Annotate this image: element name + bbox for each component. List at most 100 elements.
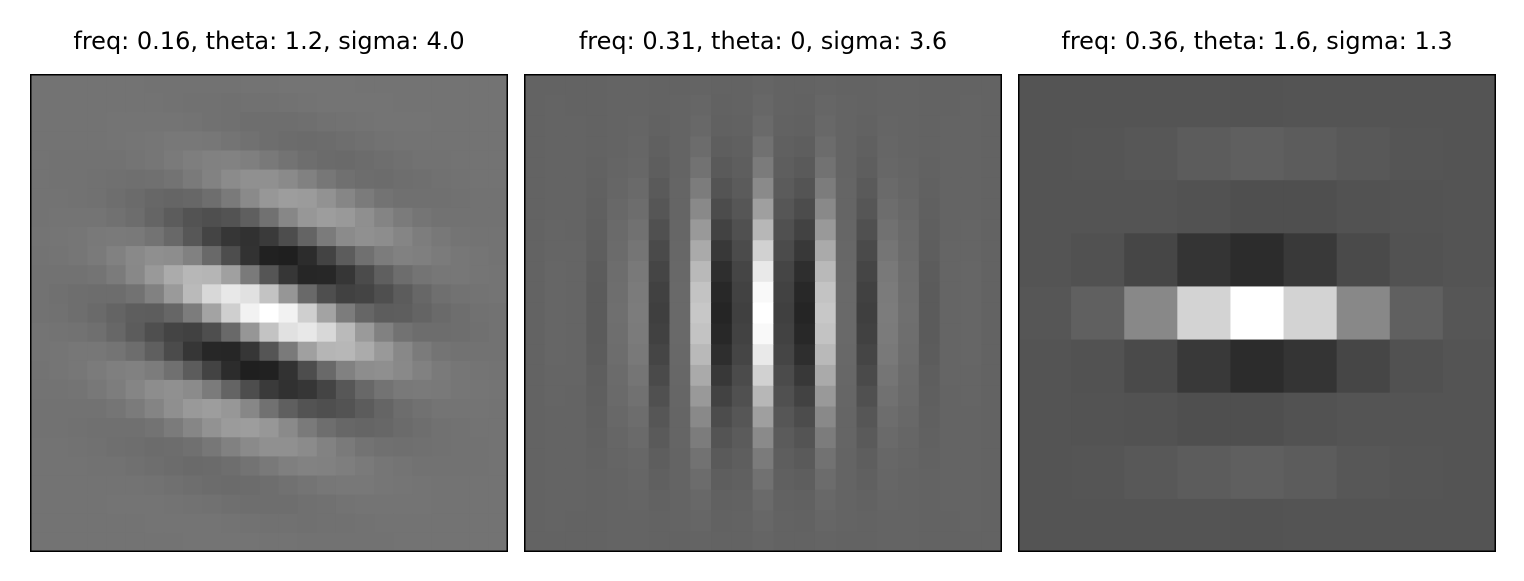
heatmap-cell — [1389, 74, 1444, 128]
heatmap-cell — [488, 112, 508, 132]
heatmap-cell — [918, 344, 941, 366]
heatmap-cell — [856, 115, 878, 137]
heatmap-cell — [1283, 498, 1338, 552]
heatmap-cell — [1177, 74, 1232, 128]
heatmap-cell — [488, 399, 508, 419]
heatmap-cell — [856, 406, 878, 428]
heatmap-cell — [627, 406, 650, 428]
heatmap-cell — [431, 532, 452, 552]
heatmap-cell — [374, 207, 394, 228]
heatmap-cell — [125, 437, 146, 458]
heatmap-cell — [412, 494, 433, 515]
plot-frame — [1018, 74, 1496, 552]
heatmap-cell — [711, 323, 733, 345]
heatmap-cell — [544, 302, 567, 324]
heatmap-cell — [374, 360, 394, 381]
heatmap-cell — [773, 94, 795, 117]
heatmap-cell — [1442, 286, 1496, 341]
heatmap-cell — [607, 468, 629, 491]
heatmap-cell — [690, 281, 712, 304]
heatmap-cell — [412, 513, 433, 534]
heatmap-cell — [163, 112, 184, 132]
heatmap-cell — [960, 406, 982, 428]
heatmap-cell — [607, 510, 629, 532]
heatmap-cell — [144, 150, 165, 171]
heatmap-cell — [68, 265, 88, 285]
heatmap-cell — [431, 93, 452, 113]
heatmap-cell — [607, 323, 629, 345]
heatmap-cell — [939, 94, 962, 117]
heatmap-cell — [393, 131, 414, 152]
heatmap-cell — [144, 456, 165, 477]
heatmap-cell — [981, 198, 1002, 221]
heatmap-cell — [374, 265, 394, 285]
heatmap-cell — [182, 513, 203, 534]
heatmap-cell — [469, 74, 490, 94]
heatmap-cell — [393, 322, 414, 343]
heatmap-cell — [355, 246, 375, 266]
heatmap-cell — [835, 364, 858, 387]
heatmap-cell — [773, 323, 795, 345]
heatmap-cell — [144, 112, 165, 132]
heatmap-cell — [981, 344, 1002, 366]
heatmap-cell — [586, 489, 608, 512]
heatmap-cell — [627, 468, 650, 491]
heatmap-cell — [856, 240, 878, 262]
heatmap-cell — [202, 246, 222, 266]
heatmap-cell — [877, 448, 899, 470]
heatmap-cell — [773, 364, 795, 387]
heatmap-cell — [586, 157, 608, 179]
heatmap-cell — [939, 281, 962, 304]
heatmap-cell — [814, 240, 837, 262]
heatmap-cell — [431, 322, 452, 343]
heatmap-cell — [607, 427, 629, 449]
heatmap-cell — [794, 302, 816, 324]
heatmap-cell — [960, 281, 982, 304]
heatmap-cell — [835, 198, 858, 221]
heatmap-cell — [627, 344, 650, 366]
heatmap-cell — [960, 136, 982, 158]
heatmap-cell — [918, 302, 941, 324]
heatmap-cell — [240, 379, 261, 400]
heatmap-cell — [586, 240, 608, 262]
heatmap-cell — [524, 468, 546, 491]
heatmap-cell — [488, 169, 508, 190]
heatmap-cell — [259, 93, 280, 113]
heatmap-cell — [278, 360, 299, 381]
heatmap-cell — [524, 240, 546, 262]
heatmap-cell — [877, 281, 899, 304]
heatmap-cell — [87, 513, 108, 534]
heatmap-cell — [163, 437, 184, 458]
heatmap-cell — [565, 448, 587, 470]
heatmap-cell — [856, 74, 878, 96]
heatmap-cell — [877, 385, 899, 408]
heatmap-cell — [469, 246, 490, 266]
heatmap-cell — [565, 531, 587, 552]
heatmap-cell — [586, 136, 608, 158]
heatmap-cell — [835, 74, 858, 96]
heatmap-cell — [981, 219, 1002, 241]
heatmap-cell — [960, 74, 982, 96]
heatmap-cell — [877, 115, 899, 137]
heatmap-cell — [814, 510, 837, 532]
heatmap-cell — [669, 240, 691, 262]
heatmap-cell — [524, 281, 546, 304]
heatmap-cell — [450, 532, 471, 552]
heatmap-cell — [163, 418, 184, 438]
heatmap-cell — [30, 341, 50, 362]
heatmap-cell — [259, 303, 280, 324]
heatmap-cell — [524, 364, 546, 387]
heatmap-cell — [297, 494, 318, 515]
heatmap-cell — [524, 344, 546, 366]
heatmap-cell — [648, 510, 671, 532]
heatmap-cell — [106, 93, 127, 113]
heatmap-cell — [607, 219, 629, 241]
heatmap-cell — [144, 265, 165, 285]
heatmap-cell — [30, 169, 50, 190]
heatmap-cell — [297, 456, 318, 477]
heatmap-cell — [106, 284, 127, 305]
heatmap-cell — [335, 74, 356, 94]
heatmap-cell — [488, 188, 508, 209]
heatmap-cell — [731, 177, 754, 200]
heatmap-cell — [259, 74, 280, 94]
